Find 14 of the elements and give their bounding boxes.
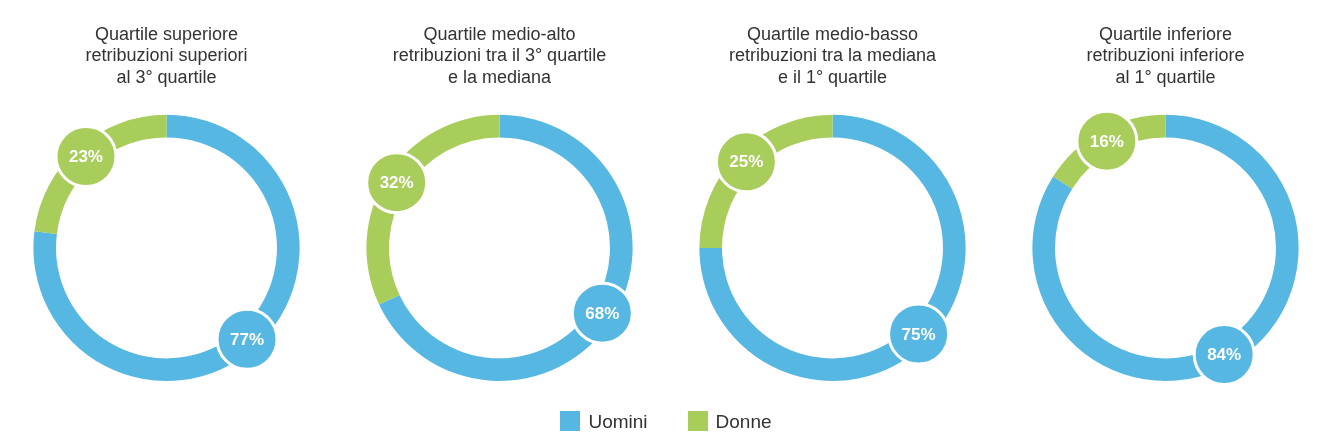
legend-label: Uomini	[587, 411, 648, 433]
data-label: 32%	[379, 173, 414, 193]
chart-title: Quartile inferiore retribuzioni inferiore al 1° quartile	[1086, 23, 1245, 87]
data-label: 25%	[729, 152, 764, 172]
chart-title: Quartile superiore retribuzioni superiori al 3° quartile	[85, 23, 248, 87]
data-label: 77%	[230, 329, 265, 349]
data-label: 68%	[585, 303, 620, 323]
legend-label: Donne	[714, 411, 772, 433]
data-label: 84%	[1207, 345, 1242, 365]
chart-title: Quartile medio-alto retribuzioni tra il 3° quartile e la mediana	[392, 23, 607, 87]
chart-title: Quartile medio-basso retribuzioni tra la mediana e il 1° quartile	[728, 23, 938, 87]
data-label: 75%	[901, 324, 936, 344]
data-label: 16%	[1089, 131, 1124, 151]
data-label: 23%	[68, 147, 103, 167]
